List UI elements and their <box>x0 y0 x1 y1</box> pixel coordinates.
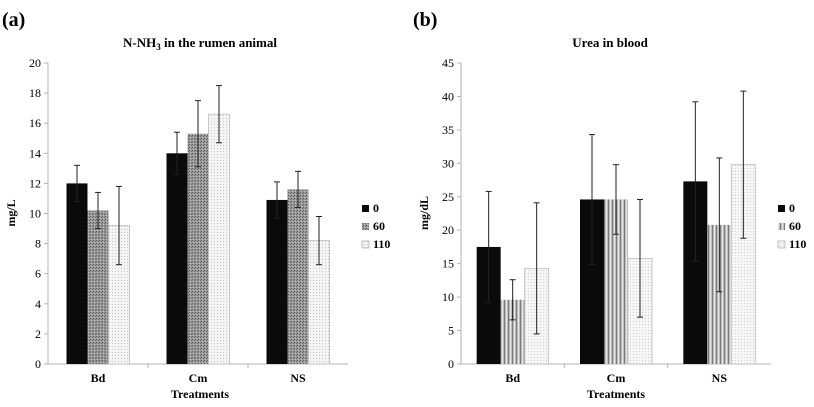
panel-b-xlabel: Treatments <box>587 387 646 401</box>
y-tick-label: 0 <box>448 357 454 371</box>
panel-a-xlabel: Treatments <box>171 387 230 401</box>
y-tick-label: 45 <box>442 56 454 70</box>
panel-a-title: N-NH3 in the rumen animal <box>123 35 277 52</box>
panel-b-ylabel: mg/dL <box>417 196 431 230</box>
y-tick-label: 25 <box>442 190 454 204</box>
x-tick-label-bd: Bd <box>91 371 106 385</box>
y-tick-label: 4 <box>35 297 41 311</box>
x-tick-label-bd: Bd <box>505 371 520 385</box>
bar-ns-0 <box>266 199 288 364</box>
legend-swatch-0 <box>778 205 785 212</box>
legend-label-0: 0 <box>789 201 795 215</box>
y-tick-label: 5 <box>448 324 454 338</box>
y-tick-label: 20 <box>29 56 41 70</box>
bar-cm-60 <box>187 133 209 364</box>
legend-swatch-110 <box>777 240 786 249</box>
y-tick-label: 35 <box>442 123 454 137</box>
bar-bd-60 <box>500 299 525 364</box>
y-tick-label: 0 <box>35 357 41 371</box>
legend-label-110: 110 <box>373 237 390 251</box>
y-tick-label: 30 <box>442 156 454 170</box>
y-tick-label: 15 <box>442 257 454 271</box>
panel-a-ylabel: mg/L <box>4 199 18 226</box>
y-tick-label: 16 <box>29 116 41 130</box>
y-tick-label: 18 <box>29 86 41 100</box>
bar-bd-60 <box>87 210 109 364</box>
y-tick-label: 14 <box>29 146 41 160</box>
x-tick-label-cm: Cm <box>189 371 208 385</box>
y-tick-label: 10 <box>442 290 454 304</box>
y-tick-label: 10 <box>29 207 41 221</box>
y-tick-label: 12 <box>29 176 41 190</box>
y-tick-label: 20 <box>442 223 454 237</box>
legend-label-60: 60 <box>789 219 801 233</box>
bar-cm-0 <box>166 153 188 364</box>
x-tick-label-ns: NS <box>290 371 306 385</box>
panel-a-title-sub: 3 <box>156 42 161 52</box>
chart-b: 0 5 10 15 20 25 30 35 40 45 Bd Cm NS 0 60 110 <box>442 56 806 385</box>
panel-b-title: Urea in blood <box>572 35 648 50</box>
chart-a: 0 2 4 6 8 10 12 14 16 18 20 Bd Cm NS 0 60 110 <box>29 56 390 385</box>
y-tick-label: 8 <box>35 237 41 251</box>
legend-label-60: 60 <box>373 219 385 233</box>
bar-ns-60 <box>287 189 309 364</box>
panel-a-title-rest: in the rumen animal <box>161 35 278 50</box>
bar-bd-0 <box>66 183 88 364</box>
y-tick-label: 2 <box>35 327 41 341</box>
panel-a-label: (a) <box>2 9 25 31</box>
panel-b-label: (b) <box>413 9 437 31</box>
legend-swatch-60 <box>778 223 785 230</box>
bar-cm-110 <box>208 113 230 365</box>
panel-a-title-main: N-NH <box>123 35 156 50</box>
legend-swatch-110 <box>361 240 370 249</box>
legend-swatch-60 <box>362 223 369 230</box>
legend-swatch-0 <box>362 205 369 212</box>
y-tick-label: 6 <box>35 267 41 281</box>
y-tick-label: 40 <box>442 89 454 103</box>
x-tick-label-cm: Cm <box>607 371 626 385</box>
legend-label-0: 0 <box>373 201 379 215</box>
legend-label-110: 110 <box>789 237 806 251</box>
x-tick-label-ns: NS <box>712 371 728 385</box>
